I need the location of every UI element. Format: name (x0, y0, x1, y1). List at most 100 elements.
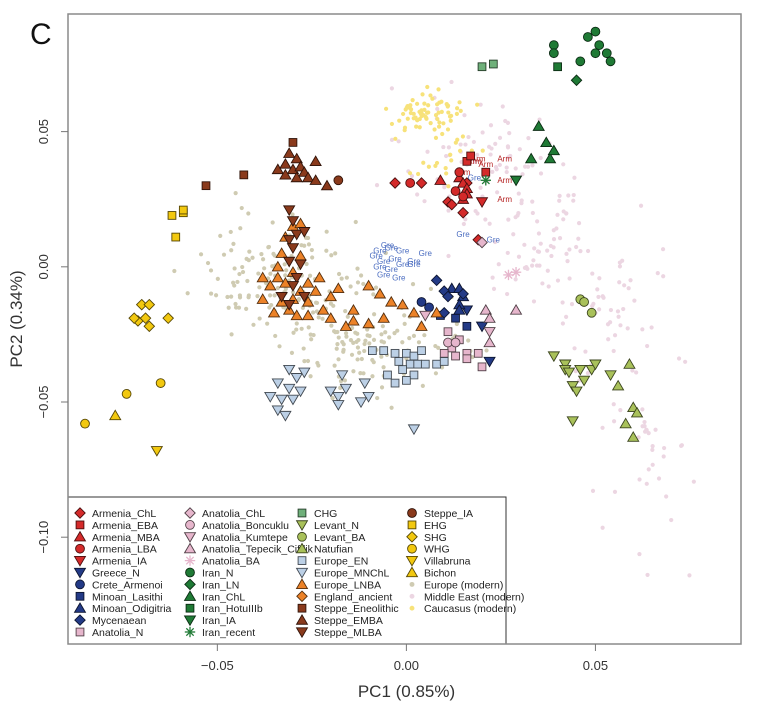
legend-marker-iran-ln (184, 578, 196, 591)
legend-label: SHG (424, 532, 447, 544)
modern-point-europe-modern (439, 365, 445, 370)
modern-point-middle-east-modern (511, 232, 516, 237)
modern-point-europe-modern (237, 293, 243, 298)
modern-point-middle-east-modern (516, 191, 521, 196)
modern-point-middle-east-modern (574, 244, 579, 250)
plot-frame (67, 13, 742, 645)
modern-point-middle-east-modern (504, 165, 509, 170)
legend-label: Steppe_IA (424, 508, 473, 520)
point-europe-lnba (339, 320, 353, 331)
legend-item-iran-n: Iran_N (185, 568, 234, 580)
modern-point-middle-east-modern (525, 266, 530, 271)
modern-point-caucasus-modern (428, 121, 433, 126)
modern-point-middle-east-modern (634, 370, 639, 375)
modern-point-europe-modern (244, 256, 249, 262)
modern-point-middle-east-modern (513, 166, 518, 171)
modern-point-europe-modern (308, 332, 313, 337)
modern-point-caucasus-modern (417, 125, 422, 130)
modern-point-middle-east-modern (551, 228, 556, 233)
point-steppe-mlba (290, 273, 303, 284)
legend-marker-iran-ia (183, 615, 197, 627)
point-europe-lnba (362, 279, 375, 291)
modern-point-europe-modern (358, 371, 363, 376)
point-europe-lnba (362, 317, 375, 329)
point-steppe-emba (271, 163, 285, 175)
modern-point-middle-east-modern (522, 242, 527, 247)
modern-point-middle-east-modern (535, 219, 540, 224)
legend-label: Caucasus (modern) (424, 603, 516, 615)
point-europe-mnchl (335, 370, 349, 382)
modern-point-europe-modern (273, 333, 278, 339)
sample-label-gre: Gre (392, 273, 406, 282)
legend-item-anatolia-chl: Anatolia_ChL (184, 507, 265, 520)
sample-label-arm: Arm (478, 160, 493, 169)
point-crete-armenoi (424, 302, 434, 313)
modern-point-europe-modern (237, 271, 242, 277)
modern-point-middle-east-modern (475, 211, 480, 216)
sample-label-gre: Gre (377, 257, 391, 266)
point-europe-mnchl (282, 364, 296, 376)
legend-label: Minoan_Odigitria (92, 603, 172, 615)
legend-label: Villabruna (424, 556, 471, 568)
point-armenia-lba (450, 186, 461, 196)
modern-point-caucasus-modern (449, 158, 454, 163)
point-steppe-mlba (290, 229, 303, 241)
modern-point-middle-east-modern (557, 198, 562, 203)
modern-point-europe-modern (232, 266, 237, 271)
point-europe-lnba (290, 309, 303, 321)
modern-point-europe-modern (314, 309, 319, 314)
legend-label: Europe_MNChL (314, 568, 389, 580)
modern-point-middle-east-modern (441, 144, 446, 150)
modern-point-europe-modern (260, 257, 266, 262)
legend-label: England_ancient (314, 591, 392, 603)
modern-point-middle-east-modern (491, 286, 497, 291)
modern-point-europe-modern (324, 229, 329, 234)
modern-point-middle-east-modern (523, 164, 528, 169)
legend-label: Armenia_MBA (92, 532, 160, 544)
modern-point-europe-modern (402, 321, 407, 327)
modern-point-caucasus-modern (449, 113, 454, 118)
modern-point-europe-modern (370, 374, 375, 379)
modern-point-europe-modern (246, 293, 251, 298)
legend-label: Anatolia_ChL (202, 508, 265, 520)
modern-point-middle-east-modern (519, 198, 524, 203)
point-steppe-mlba (298, 227, 311, 238)
sample-label-gre: Gre (407, 260, 421, 269)
point-anatolia-ba (503, 269, 514, 281)
point-steppe-emba (290, 171, 303, 183)
point-levant-n (570, 386, 583, 398)
legend-item-iran-chl: Iran_ChL (183, 590, 245, 603)
modern-point-middle-east-modern (564, 251, 569, 256)
modern-point-middle-east-modern (415, 192, 420, 197)
modern-point-middle-east-modern (493, 141, 498, 146)
modern-point-europe-modern (208, 291, 214, 296)
modern-point-middle-east-modern (530, 199, 535, 204)
legend-label: Armenia_IA (92, 556, 147, 568)
modern-point-middle-east-modern (600, 525, 605, 530)
modern-point-middle-east-modern (525, 164, 531, 169)
modern-point-middle-east-modern (650, 444, 655, 449)
point-europe-mnchl (358, 378, 372, 390)
modern-point-middle-east-modern (637, 551, 642, 557)
y-tick-label: 0.05 (36, 119, 51, 144)
modern-point-middle-east-modern (490, 275, 495, 280)
modern-point-middle-east-modern (660, 247, 666, 252)
point-europe-mnchl (332, 391, 345, 403)
x-tick-label: −0.05 (201, 658, 234, 673)
legend-label: Levant_N (314, 520, 359, 532)
modern-point-europe-modern (245, 278, 250, 284)
modern-point-europe-modern (355, 357, 360, 362)
point-europe-lnba (347, 303, 360, 315)
modern-point-middle-east-modern (462, 113, 467, 118)
modern-point-middle-east-modern (493, 165, 499, 170)
legend-marker-anatolia-chl (184, 507, 196, 519)
legend-marker-villabruna (405, 555, 419, 567)
modern-point-middle-east-modern (642, 424, 647, 429)
modern-point-europe-modern (198, 252, 204, 257)
modern-point-middle-east-modern (632, 298, 637, 303)
point-europe-en (405, 359, 415, 369)
modern-point-caucasus-modern (460, 134, 465, 139)
point-levant-n (589, 359, 602, 371)
modern-point-middle-east-modern (597, 276, 602, 281)
legend-label: Anatolia_N (92, 627, 143, 639)
